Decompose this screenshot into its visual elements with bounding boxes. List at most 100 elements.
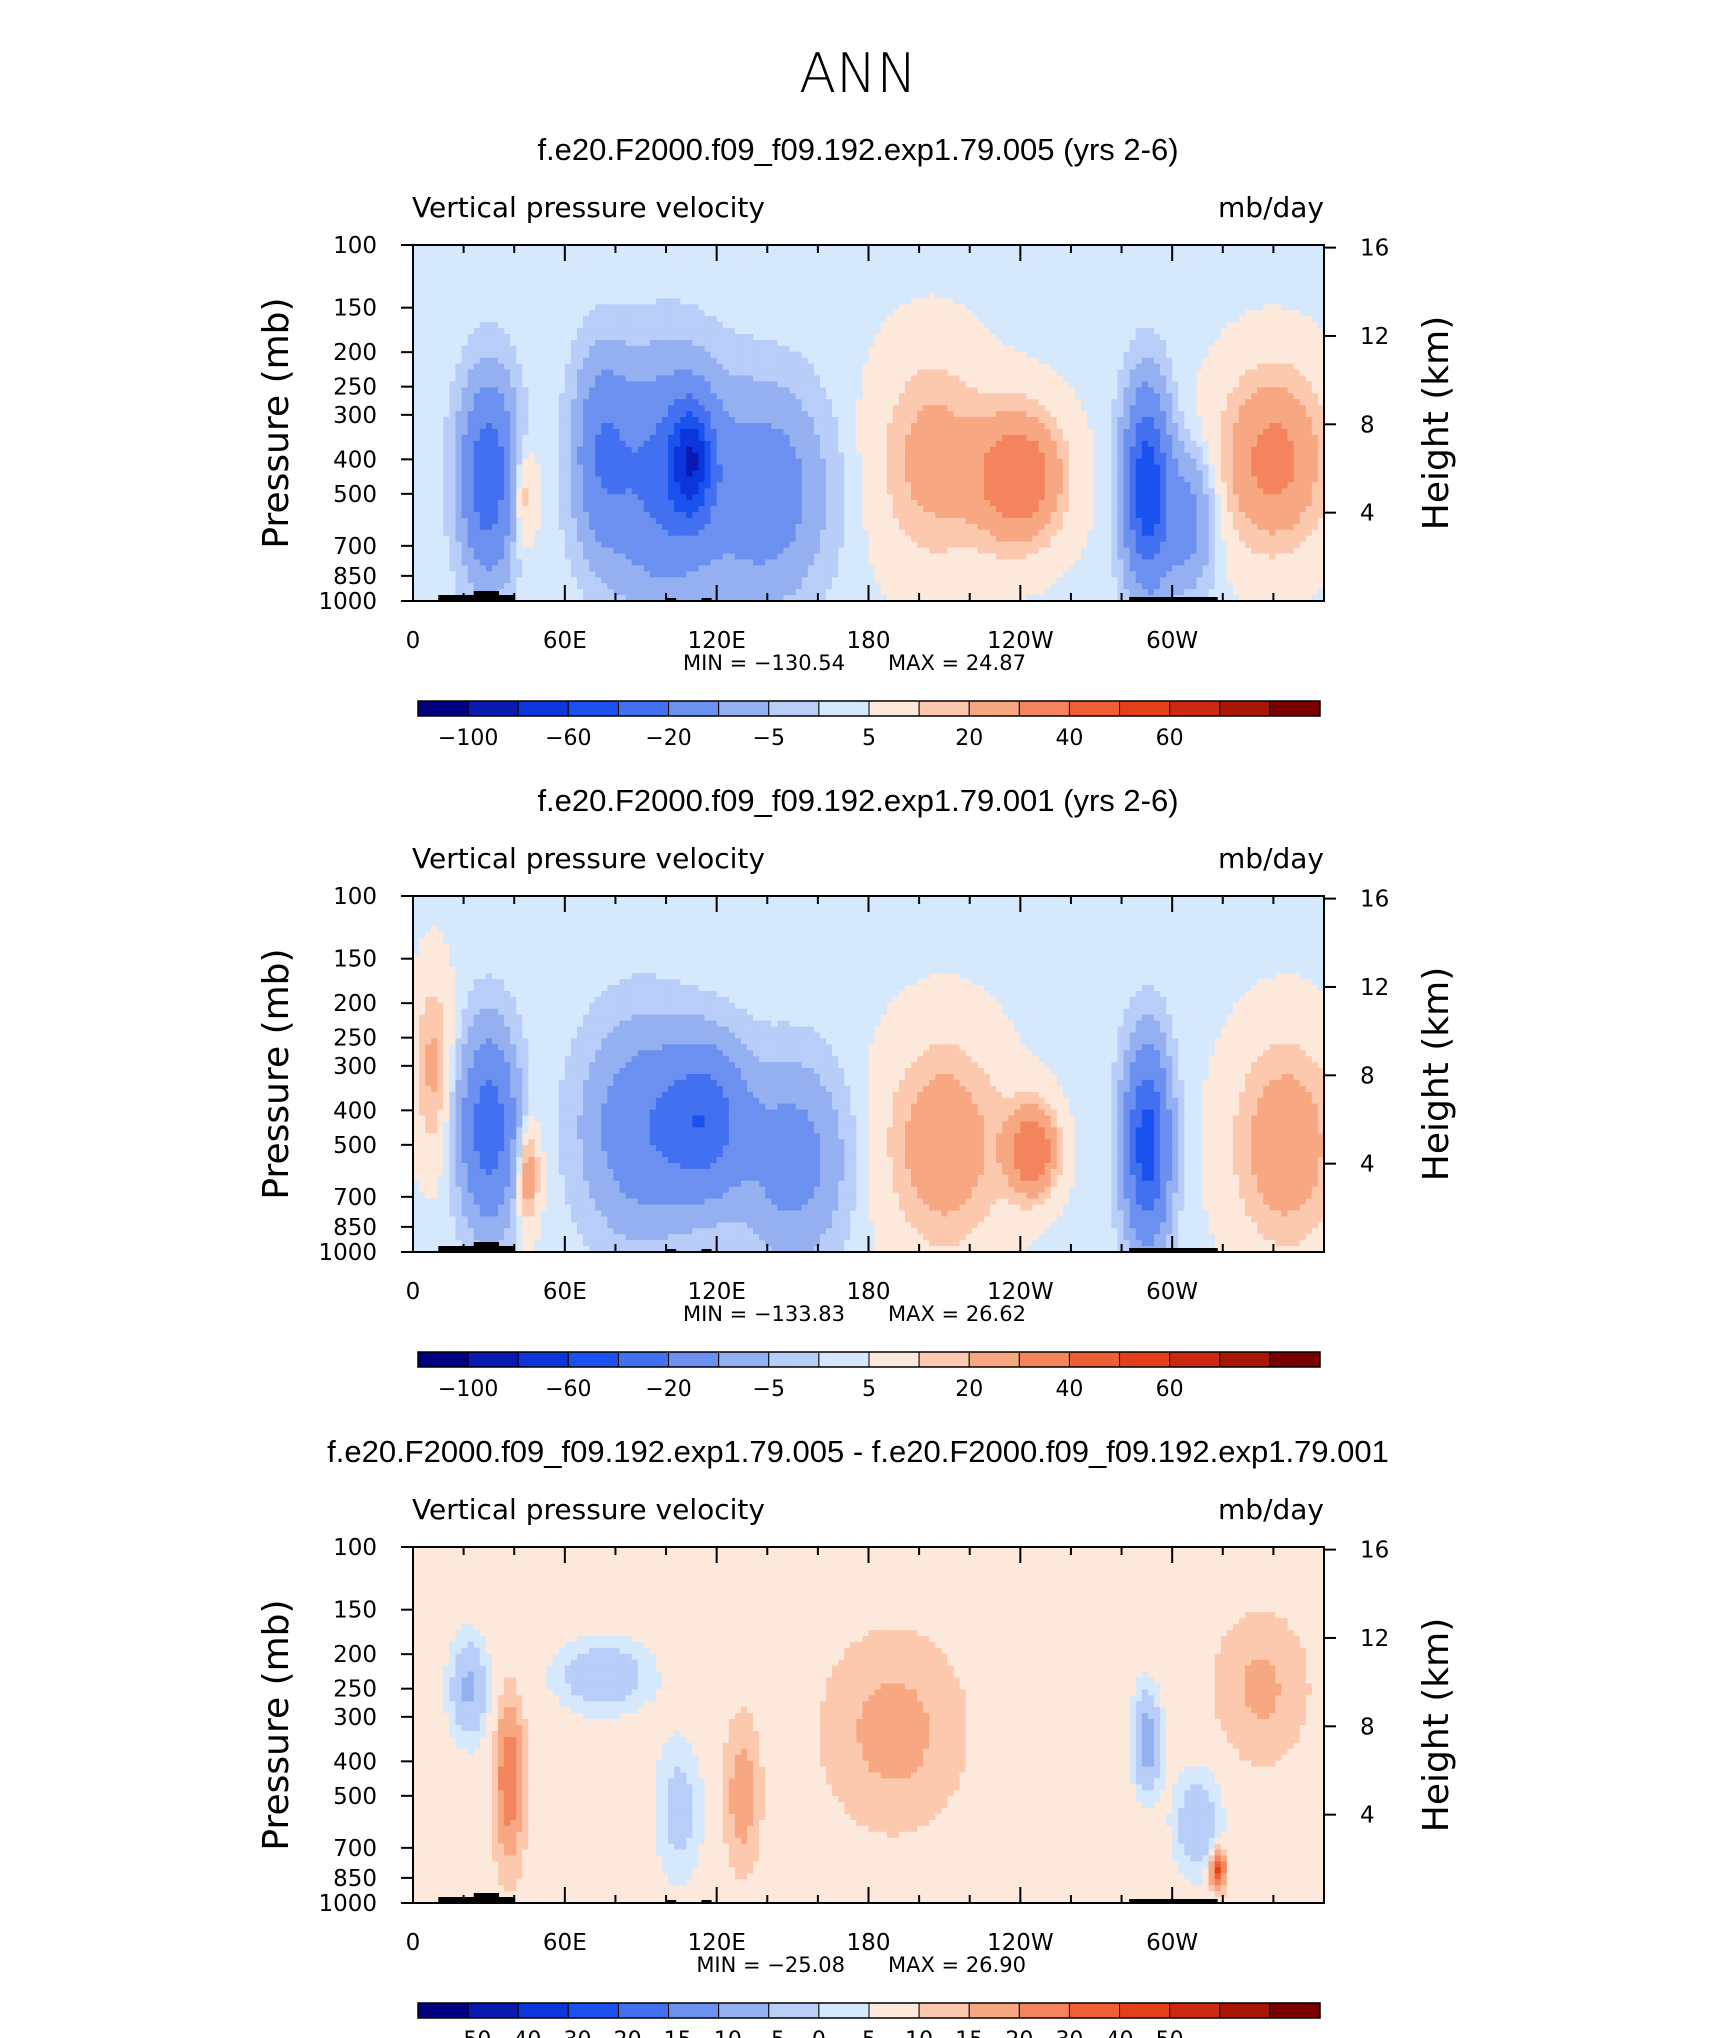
y-tick-label: 1000 <box>318 1240 377 1266</box>
colorbar-swatch <box>1219 700 1271 717</box>
colorbar-swatch <box>467 2002 519 2019</box>
colorbar-label: 40 <box>1055 1377 1083 1402</box>
y-right-tick-label: 8 <box>1360 1714 1375 1740</box>
colorbar-label: 5 <box>862 726 876 751</box>
colorbar-label: −60 <box>545 1377 591 1402</box>
max-label: MAX = 24.87 <box>888 651 1026 675</box>
colorbar-swatch <box>1018 2002 1070 2019</box>
colorbar-swatch <box>818 1351 870 1368</box>
topography <box>438 591 1218 601</box>
colorbar-swatch <box>968 2002 1020 2019</box>
x-tick-label: 180 <box>847 1279 891 1305</box>
colorbar-swatch <box>517 700 569 717</box>
colorbar-label: −100 <box>438 726 498 751</box>
colorbar-swatch <box>1119 1351 1171 1368</box>
colorbar-label: 50 <box>1156 2028 1184 2038</box>
y-right-tick-label: 16 <box>1360 236 1389 262</box>
colorbar-label: 20 <box>955 1377 983 1402</box>
y-tick-label: 150 <box>333 947 377 973</box>
terrain <box>473 1242 500 1252</box>
colorbar-label: 60 <box>1156 1377 1184 1402</box>
y-right-tick-label: 4 <box>1360 1152 1375 1178</box>
panel-title: f.e20.F2000.f09_f09.192.exp1.79.005 (yrs… <box>537 132 1178 167</box>
colorbar-label: −60 <box>545 726 591 751</box>
y-tick-label: 700 <box>333 1185 377 1211</box>
x-tick-label: 180 <box>847 628 891 654</box>
terrain <box>1129 1248 1218 1252</box>
y-tick-label: 400 <box>333 1098 377 1124</box>
colorbar-label: −20 <box>645 1377 691 1402</box>
colorbar-swatch <box>1169 2002 1221 2019</box>
colorbar-swatch <box>567 700 619 717</box>
y-tick-label: 250 <box>333 375 377 401</box>
terrain <box>701 598 712 601</box>
colorbar-swatch <box>1119 2002 1171 2019</box>
colorbar-swatch <box>918 1351 970 1368</box>
colorbar-swatch <box>718 700 770 717</box>
colorbar-label: −10 <box>695 2028 741 2038</box>
y-tick-label: 700 <box>333 534 377 560</box>
max-label: MAX = 26.90 <box>888 1953 1026 1977</box>
x-tick-label: 60E <box>543 1930 587 1956</box>
colorbar-swatch <box>1269 2002 1321 2019</box>
colorbar-label: −5 <box>753 1377 785 1402</box>
y-tick-label: 1000 <box>318 589 377 615</box>
colorbar-swatch <box>1169 1351 1221 1368</box>
figure-title: ANN <box>799 42 917 105</box>
y-tick-label: 850 <box>333 564 377 590</box>
min-label: MIN = −133.83 <box>683 1302 845 1326</box>
y-tick-label: 850 <box>333 1215 377 1241</box>
x-tick-label: 120W <box>987 628 1054 654</box>
max-label: MAX = 26.62 <box>888 1302 1026 1326</box>
colorbar-swatch <box>567 1351 619 1368</box>
colorbar-label: 10 <box>905 2028 933 2038</box>
y-tick-label: 100 <box>333 1535 377 1561</box>
x-tick-label: 180 <box>847 1930 891 1956</box>
x-tick-label: 120W <box>987 1279 1054 1305</box>
terrain <box>666 1900 677 1903</box>
colorbar-label: 40 <box>1055 726 1083 751</box>
colorbar-frame <box>417 1351 1321 1368</box>
colorbar-label: −5 <box>753 726 785 751</box>
colorbar-label: −100 <box>438 1377 498 1402</box>
colorbar-swatch <box>1119 700 1171 717</box>
y-tick-label: 700 <box>333 1836 377 1862</box>
colorbar-label: 5 <box>862 2028 876 2038</box>
colorbar-swatch <box>718 1351 770 1368</box>
min-label: MIN = −25.08 <box>696 1953 845 1977</box>
colorbar-swatch <box>617 700 670 717</box>
colorbar: −100 −60 −20 −5 5 20 40 60 <box>417 700 1321 751</box>
x-tick-label: 0 <box>406 1930 421 1956</box>
colorbar-label: −50 <box>445 2028 491 2038</box>
x-tick-label: 120E <box>687 1279 745 1305</box>
y-tick-label: 500 <box>333 1784 377 1810</box>
colorbar-label: −30 <box>545 2028 591 2038</box>
y-tick-label: 250 <box>333 1677 377 1703</box>
colorbar-swatch <box>417 1351 469 1368</box>
colorbar-label: 0 <box>812 2028 826 2038</box>
contour-field <box>413 245 1325 602</box>
y-tick-label: 150 <box>333 1598 377 1624</box>
colorbar-swatch <box>768 700 820 717</box>
y-axis-label: Pressure (mb) <box>256 297 297 548</box>
y-tick-label: 400 <box>333 1749 377 1775</box>
colorbar-swatch <box>868 1351 920 1368</box>
colorbar-swatch <box>1219 2002 1271 2019</box>
colorbar-swatch <box>1018 1351 1070 1368</box>
colorbar-swatch <box>1169 700 1221 717</box>
y-right-axis-label: Height (km) <box>1416 1618 1457 1832</box>
terrain <box>473 1893 500 1903</box>
colorbar-swatch <box>918 700 970 717</box>
units-label: mb/day <box>1218 191 1324 224</box>
terrain <box>666 598 677 601</box>
colorbar-label: −5 <box>753 2028 785 2038</box>
colorbar-swatch <box>1068 1351 1121 1368</box>
colorbar-swatch <box>1068 700 1121 717</box>
y-tick-label: 100 <box>333 884 377 910</box>
y-right-axis-label: Height (km) <box>1416 316 1457 530</box>
y-right-tick-label: 12 <box>1360 1626 1389 1652</box>
colorbar-swatch <box>768 1351 820 1368</box>
colorbar-swatch <box>517 2002 569 2019</box>
y-right-tick-label: 4 <box>1360 501 1375 527</box>
y-right-tick-label: 12 <box>1360 975 1389 1001</box>
